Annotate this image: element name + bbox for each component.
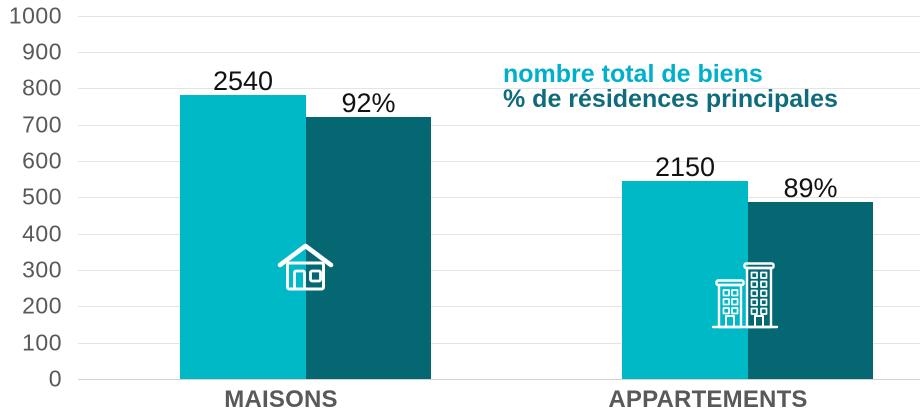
category-label-appartements: APPARTEMENTS bbox=[608, 386, 808, 413]
bar-appartements-series2 bbox=[748, 201, 873, 379]
y-axis-tick-label: 700 bbox=[22, 111, 62, 138]
bar-maisons-series2 bbox=[306, 117, 431, 379]
gridline bbox=[78, 233, 920, 235]
gridline bbox=[78, 15, 920, 17]
y-axis-tick-label: 800 bbox=[22, 74, 62, 101]
legend-series-percent: % de résidences principales bbox=[503, 85, 838, 113]
y-axis-tick-label: 200 bbox=[22, 292, 62, 319]
legend: nombre total de biens % de résidences pr… bbox=[503, 62, 838, 112]
gridline bbox=[78, 269, 920, 271]
gridline bbox=[78, 342, 920, 344]
gridline bbox=[78, 51, 920, 53]
y-axis-tick-label: 100 bbox=[22, 329, 62, 356]
gridline bbox=[78, 88, 920, 90]
y-axis-tick-label: 400 bbox=[22, 220, 62, 247]
x-axis-line bbox=[78, 379, 920, 380]
y-axis-tick-label: 1000 bbox=[8, 2, 62, 28]
bar-maisons-series1 bbox=[180, 95, 306, 379]
data-label: 2540 bbox=[212, 66, 274, 97]
house-icon bbox=[277, 242, 334, 292]
gridline bbox=[78, 160, 920, 162]
building-icon bbox=[711, 260, 779, 330]
gridline bbox=[78, 124, 920, 126]
gridline bbox=[78, 306, 920, 308]
category-label-maisons: MAISONS bbox=[224, 386, 338, 413]
data-label: 2150 bbox=[654, 151, 716, 182]
data-label: 92% bbox=[341, 88, 396, 119]
gridline bbox=[78, 197, 920, 199]
legend-series-total: nombre total de biens bbox=[503, 60, 763, 88]
y-axis-tick-label: 900 bbox=[22, 38, 62, 65]
y-axis-tick-label: 500 bbox=[22, 183, 62, 210]
data-label: 89% bbox=[783, 172, 838, 203]
y-axis-tick-label: 0 bbox=[48, 365, 62, 392]
y-axis-tick-label: 300 bbox=[22, 256, 62, 283]
y-axis-tick-label: 600 bbox=[22, 147, 62, 174]
